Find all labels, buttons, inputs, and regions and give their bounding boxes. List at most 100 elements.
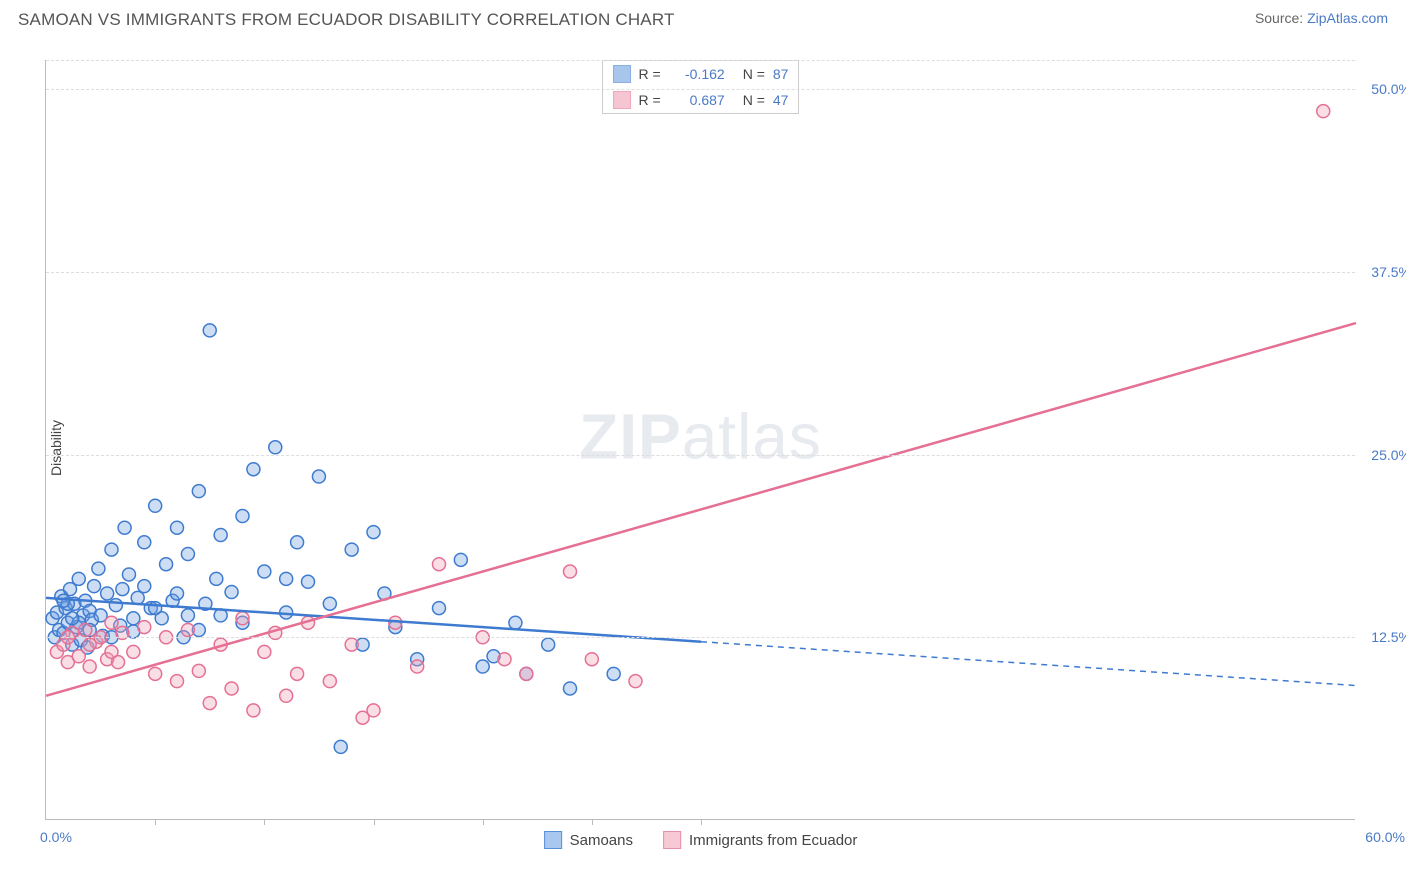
data-point	[247, 463, 260, 476]
legend-correlation-row: R = -0.162 N = 87	[603, 61, 799, 87]
legend-swatch	[613, 91, 631, 109]
data-point	[138, 536, 151, 549]
data-point	[203, 697, 216, 710]
data-point	[181, 609, 194, 622]
data-point	[498, 653, 511, 666]
data-point	[225, 586, 238, 599]
data-point	[118, 521, 131, 534]
legend-item: Samoans	[544, 831, 633, 849]
data-point	[83, 660, 96, 673]
legend-correlation-row: R = 0.687 N = 47	[603, 87, 799, 113]
data-point	[83, 638, 96, 651]
data-point	[247, 704, 260, 717]
data-point	[629, 675, 642, 688]
r-label: R =	[639, 92, 661, 108]
legend-swatch	[663, 831, 681, 849]
data-point	[72, 572, 85, 585]
source-attribution: Source: ZipAtlas.com	[1255, 10, 1388, 26]
gridline	[46, 455, 1355, 456]
data-point	[138, 580, 151, 593]
data-point	[160, 558, 173, 571]
title-bar: SAMOAN VS IMMIGRANTS FROM ECUADOR DISABI…	[0, 0, 1406, 30]
data-point	[367, 526, 380, 539]
data-point	[542, 638, 555, 651]
data-point	[192, 485, 205, 498]
x-tick-mark	[592, 819, 593, 825]
data-point	[509, 616, 522, 629]
data-point	[127, 645, 140, 658]
x-tick-mark	[264, 819, 265, 825]
data-point	[236, 510, 249, 523]
trend-line	[46, 598, 701, 642]
data-point	[302, 575, 315, 588]
n-label: N =	[743, 66, 765, 82]
data-point	[66, 612, 79, 625]
data-point	[203, 324, 216, 337]
n-label: N =	[743, 92, 765, 108]
data-point	[116, 583, 129, 596]
data-point	[225, 682, 238, 695]
data-point	[323, 675, 336, 688]
data-point	[564, 565, 577, 578]
x-tick-mark	[483, 819, 484, 825]
data-point	[171, 587, 184, 600]
legend-label: Samoans	[570, 832, 633, 849]
data-point	[92, 562, 105, 575]
trend-line-extrapolated	[701, 642, 1356, 686]
data-point	[105, 543, 118, 556]
gridline	[46, 89, 1355, 90]
data-point	[345, 543, 358, 556]
source-link[interactable]: ZipAtlas.com	[1307, 10, 1388, 26]
data-point	[72, 650, 85, 663]
r-label: R =	[639, 66, 661, 82]
r-value: -0.162	[669, 66, 725, 82]
data-point	[291, 536, 304, 549]
data-point	[280, 689, 293, 702]
data-point	[269, 441, 282, 454]
data-point	[138, 621, 151, 634]
x-tick-label: 0.0%	[40, 829, 72, 845]
source-prefix: Source:	[1255, 10, 1307, 26]
data-point	[564, 682, 577, 695]
data-point	[214, 529, 227, 542]
data-point	[79, 624, 92, 637]
data-point	[149, 602, 162, 615]
data-point	[171, 675, 184, 688]
data-point	[149, 499, 162, 512]
data-point	[291, 667, 304, 680]
data-point	[171, 521, 184, 534]
data-point	[236, 612, 249, 625]
data-point	[312, 470, 325, 483]
series-legend: Samoans Immigrants from Ecuador	[544, 831, 858, 849]
data-point	[367, 704, 380, 717]
data-point	[122, 568, 135, 581]
gridline	[46, 637, 1355, 638]
data-point	[101, 587, 114, 600]
data-point	[149, 667, 162, 680]
r-value: 0.687	[669, 92, 725, 108]
legend-item: Immigrants from Ecuador	[663, 831, 857, 849]
data-point	[585, 653, 598, 666]
data-point	[334, 740, 347, 753]
y-tick-label: 25.0%	[1371, 447, 1406, 463]
gridline	[46, 60, 1355, 61]
data-point	[88, 580, 101, 593]
data-point	[258, 645, 271, 658]
n-value: 87	[773, 66, 789, 82]
legend-swatch	[544, 831, 562, 849]
data-point	[258, 565, 271, 578]
data-point	[131, 591, 144, 604]
data-point	[454, 553, 467, 566]
gridline	[46, 272, 1355, 273]
n-value: 47	[773, 92, 789, 108]
data-point	[57, 594, 70, 607]
data-point	[345, 638, 358, 651]
plot-area: Disability ZIPatlas R =-0.162N =87R =0.6…	[45, 60, 1355, 820]
legend-swatch	[613, 65, 631, 83]
x-tick-label: 60.0%	[1365, 829, 1405, 845]
data-point	[181, 548, 194, 561]
chart-container: SAMOAN VS IMMIGRANTS FROM ECUADOR DISABI…	[0, 0, 1406, 892]
data-point	[109, 599, 122, 612]
data-point	[192, 664, 205, 677]
data-point	[476, 660, 489, 673]
